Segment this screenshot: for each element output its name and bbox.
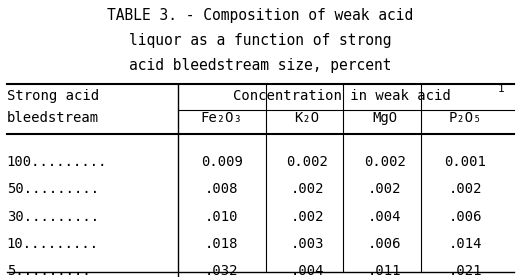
Text: .003: .003 — [290, 237, 324, 251]
Text: .018: .018 — [205, 237, 239, 251]
Text: .002: .002 — [368, 183, 402, 196]
Text: 100.........: 100......... — [7, 155, 107, 169]
Text: 5.........: 5......... — [7, 264, 90, 277]
Text: P₂O₅: P₂O₅ — [449, 111, 482, 125]
Text: TABLE 3. - Composition of weak acid: TABLE 3. - Composition of weak acid — [107, 9, 414, 24]
Text: .010: .010 — [205, 210, 239, 224]
Text: 10.........: 10......... — [7, 237, 98, 251]
Text: bleedstream: bleedstream — [7, 111, 98, 125]
Text: 30.........: 30......... — [7, 210, 98, 224]
Text: .002: .002 — [290, 183, 324, 196]
Text: .014: .014 — [449, 237, 482, 251]
Text: Fe₂O₃: Fe₂O₃ — [201, 111, 243, 125]
Text: .011: .011 — [368, 264, 402, 277]
Text: K₂O: K₂O — [294, 111, 320, 125]
Text: 0.002: 0.002 — [364, 155, 406, 169]
Text: .006: .006 — [449, 210, 482, 224]
Text: .006: .006 — [368, 237, 402, 251]
Text: .002: .002 — [290, 210, 324, 224]
Text: .002: .002 — [449, 183, 482, 196]
Text: .032: .032 — [205, 264, 239, 277]
Text: MgO: MgO — [373, 111, 398, 125]
Text: .004: .004 — [368, 210, 402, 224]
Text: 1: 1 — [498, 84, 505, 94]
Text: 0.002: 0.002 — [286, 155, 328, 169]
Text: 0.001: 0.001 — [444, 155, 486, 169]
Text: .008: .008 — [205, 183, 239, 196]
Text: acid bleedstream size, percent: acid bleedstream size, percent — [129, 58, 392, 73]
Text: 0.009: 0.009 — [201, 155, 243, 169]
Text: .021: .021 — [449, 264, 482, 277]
Text: Concentration in weak acid: Concentration in weak acid — [233, 89, 451, 103]
Text: liquor as a function of strong: liquor as a function of strong — [129, 33, 392, 48]
Text: Strong acid: Strong acid — [7, 89, 98, 103]
Text: 50.........: 50......... — [7, 183, 98, 196]
Text: .004: .004 — [290, 264, 324, 277]
